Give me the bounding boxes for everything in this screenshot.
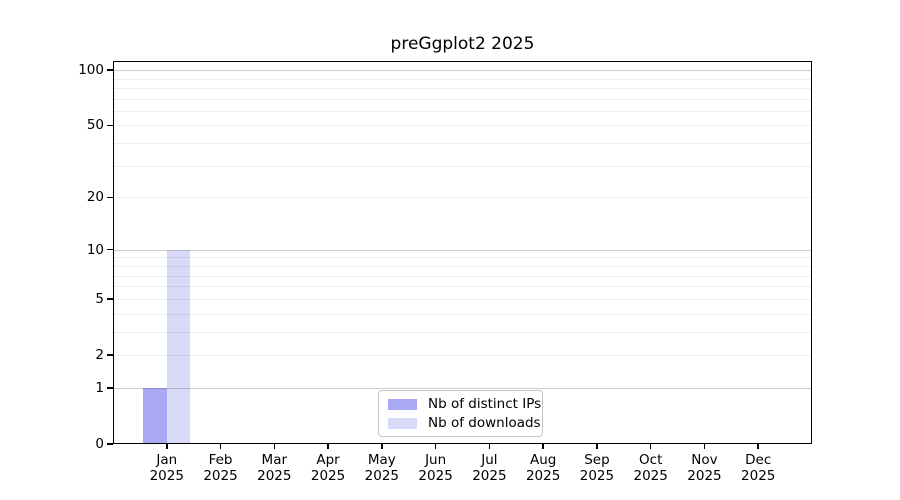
legend: Nb of distinct IPs Nb of downloads: [378, 390, 543, 437]
gridline-minor-3: [113, 331, 812, 333]
gridline-major-100: [113, 70, 812, 72]
gridline-minor-2: [113, 354, 812, 356]
gridline-minor-20: [113, 197, 812, 199]
y-tick-mark-2: [107, 354, 113, 356]
gridline-minor-80: [113, 87, 812, 89]
legend-label-distinct-ips: Nb of distinct IPs: [428, 396, 542, 412]
gridline-minor-4: [113, 313, 812, 315]
x-tick-label-oct: Oct 2025: [633, 452, 668, 484]
gridline-minor-5: [113, 298, 812, 300]
gridline-minor-90: [113, 78, 812, 80]
y-tick-mark-20: [107, 196, 113, 199]
x-tick-label-may: May 2025: [364, 452, 400, 484]
plot-area: [113, 61, 812, 444]
legend-swatch-distinct-ips: [388, 398, 417, 410]
gridline-minor-70: [113, 98, 812, 100]
gridline-minor-30: [113, 165, 812, 167]
y-tick-label-5: 5: [95, 290, 104, 307]
x-tick-mark-aug: [542, 444, 544, 449]
x-tick-label-aug: Aug 2025: [525, 452, 561, 484]
y-tick-label-50: 50: [86, 117, 104, 134]
gridline-minor-9: [113, 257, 812, 259]
gridline-major-1: [113, 387, 812, 389]
y-tick-label-1: 1: [95, 379, 104, 396]
gridline-minor-60: [113, 110, 812, 112]
gridline-major-10: [113, 249, 812, 251]
gridline-minor-6: [113, 286, 812, 288]
gridline-minor-7: [113, 275, 812, 277]
y-tick-mark-50: [107, 124, 113, 127]
x-tick-label-dec: Dec 2025: [741, 452, 776, 484]
x-tick-label-jan: Jan 2025: [149, 452, 184, 484]
y-tick-label-0: 0: [95, 436, 104, 452]
x-tick-label-feb: Feb 2025: [203, 452, 238, 484]
x-tick-label-mar: Mar 2025: [257, 452, 292, 484]
x-tick-mark-dec: [757, 444, 759, 449]
x-tick-mark-mar: [273, 444, 276, 449]
x-tick-mark-apr: [327, 444, 329, 449]
y-tick-mark-100: [107, 69, 113, 71]
bar-nb-of-downloads-jan: [166, 249, 191, 444]
legend-item-downloads: Nb of downloads: [388, 415, 541, 431]
bar-nb-of-distinct-ips-jan: [143, 387, 167, 444]
legend-item-distinct-ips: Nb of distinct IPs: [388, 396, 541, 412]
x-tick-mark-nov: [703, 444, 706, 449]
y-tick-mark-1: [107, 387, 113, 389]
x-tick-mark-sep: [596, 444, 598, 449]
x-tick-label-jul: Jul 2025: [472, 452, 507, 484]
y-tick-label-2: 2: [95, 346, 104, 363]
x-tick-label-sep: Sep 2025: [579, 452, 615, 484]
legend-swatch-downloads: [388, 417, 417, 429]
chart-title: preGgplot2 2025: [390, 34, 535, 54]
y-tick-label-100: 100: [78, 62, 104, 79]
gridline-minor-50: [113, 125, 812, 127]
y-tick-mark-10: [107, 248, 113, 251]
x-tick-label-jun: Jun 2025: [418, 452, 453, 484]
x-tick-label-apr: Apr 2025: [310, 452, 346, 484]
x-tick-mark-oct: [649, 444, 652, 449]
y-tick-label-20: 20: [86, 189, 104, 206]
gridline-minor-8: [113, 265, 812, 267]
x-tick-mark-may: [381, 444, 383, 449]
legend-label-downloads: Nb of downloads: [428, 415, 541, 431]
x-tick-mark-jan: [166, 444, 168, 449]
x-tick-mark-jun: [434, 444, 437, 449]
x-tick-mark-jul: [488, 444, 491, 449]
x-tick-mark-feb: [219, 444, 222, 449]
gridline-minor-40: [113, 143, 812, 145]
y-tick-mark-0: [107, 443, 113, 445]
y-tick-label-10: 10: [86, 241, 104, 258]
x-tick-label-nov: Nov 2025: [687, 452, 722, 484]
y-tick-mark-5: [107, 298, 113, 300]
